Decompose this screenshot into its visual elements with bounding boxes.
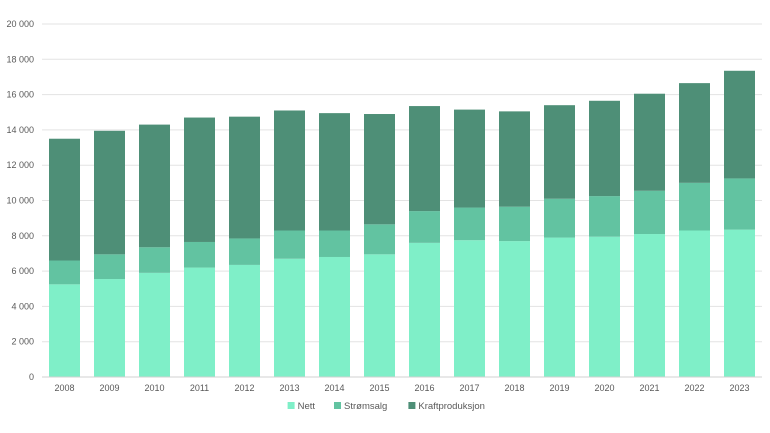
bar-segment-kraftproduksjon [274,110,305,231]
y-tick-label: 0 [29,372,34,382]
bar-segment-nett [589,236,620,377]
y-tick-label: 6 000 [11,266,34,276]
legend-swatch-kraftproduksjon [408,402,416,409]
bar-segment-kraftproduksjon [94,130,125,255]
x-tick-label: 2011 [190,383,209,393]
y-tick-label: 8 000 [11,231,34,241]
y-tick-label: 2 000 [11,337,34,347]
bar-segment-kraftproduksjon [544,105,575,199]
bar-segment-kraftproduksjon [634,93,665,191]
y-axis-tick-labels: 0 2 000 4 000 6 000 8 000 10 000 12 000 14 000 1… [6,19,34,382]
x-tick-label: 2021 [639,383,659,393]
bar-segment-nett [679,230,710,377]
legend-swatch-strømsalg [334,402,341,409]
bar-segment-nett [49,284,80,377]
bar-segment-strømsalg [274,230,305,259]
y-tick-label: 10 000 [6,196,34,206]
bar-segment-strømsalg [724,178,755,230]
bar-segment-nett [634,234,665,377]
bar-segment-nett [139,272,170,377]
y-tick-label: 20 000 [6,19,34,29]
x-tick-label: 2017 [459,383,479,393]
x-tick-label: 2020 [594,383,614,393]
bar-segment-kraftproduksjon [184,117,215,242]
legend-label: Strømsalg [344,401,387,412]
bar-segment-strømsalg [364,224,395,255]
x-tick-label: 2016 [414,383,434,393]
bar-segment-kraftproduksjon [724,70,755,179]
bar-segment-kraftproduksjon [139,124,170,248]
x-axis-tick-labels: 2008 2009 2010 2011 2012 2013 2014 2015 2016 2017… [54,383,749,393]
legend-label: Kraftproduksjon [418,401,485,412]
bar-segment-strømsalg [499,206,530,242]
legend: Nett Strømsalg Kraftproduksjon [287,401,485,412]
bar-segment-nett [319,256,350,377]
x-tick-label: 2010 [144,383,164,393]
bar-segment-nett [454,240,485,377]
x-tick-label: 2018 [504,383,524,393]
bar-segment-kraftproduksjon [409,106,440,212]
y-tick-label: 14 000 [6,125,34,135]
legend-swatch-nett [287,402,295,409]
bar-segment-strømsalg [589,196,620,237]
bar-segment-strømsalg [454,207,485,241]
x-tick-label: 2009 [99,383,119,393]
bar-segment-kraftproduksjon [454,109,485,208]
bar-segment-nett [499,241,530,377]
x-tick-label: 2022 [684,383,704,393]
x-tick-label: 2015 [369,383,389,393]
bar-segment-strømsalg [544,198,575,238]
x-tick-label: 2014 [324,383,344,393]
x-tick-label: 2012 [234,383,254,393]
bar-segment-kraftproduksjon [319,113,350,231]
legend-label: Nett [298,401,316,412]
bars [49,70,755,377]
bar-segment-strømsalg [139,247,170,273]
bar-segment-strømsalg [634,190,665,235]
x-tick-label: 2019 [549,383,569,393]
bar-segment-nett [364,254,395,377]
bar-segment-kraftproduksjon [499,111,530,207]
bar-segment-kraftproduksjon [589,100,620,197]
bar-segment-strømsalg [409,211,440,243]
y-tick-label: 4 000 [11,301,34,311]
bar-segment-kraftproduksjon [229,116,260,239]
x-tick-label: 2013 [279,383,299,393]
x-tick-label: 2023 [729,383,749,393]
y-tick-label: 18 000 [6,54,34,64]
bar-segment-strømsalg [184,241,215,268]
bar-segment-kraftproduksjon [364,114,395,225]
bar-segment-nett [544,237,575,377]
bar-segment-strømsalg [229,238,260,265]
y-tick-label: 16 000 [6,90,34,100]
bar-segment-nett [184,267,215,377]
y-tick-label: 12 000 [6,160,34,170]
bar-segment-nett [274,258,305,377]
bar-segment-strømsalg [319,230,350,257]
bar-segment-nett [229,264,260,377]
bar-segment-nett [724,229,755,377]
x-tick-label: 2008 [54,383,74,393]
bar-segment-strømsalg [679,182,710,231]
bar-segment-nett [94,279,125,377]
bar-segment-strømsalg [94,254,125,280]
bar-segment-strømsalg [49,260,80,285]
bar-segment-nett [409,242,440,377]
bar-segment-kraftproduksjon [679,83,710,183]
bar-segment-kraftproduksjon [49,138,80,261]
